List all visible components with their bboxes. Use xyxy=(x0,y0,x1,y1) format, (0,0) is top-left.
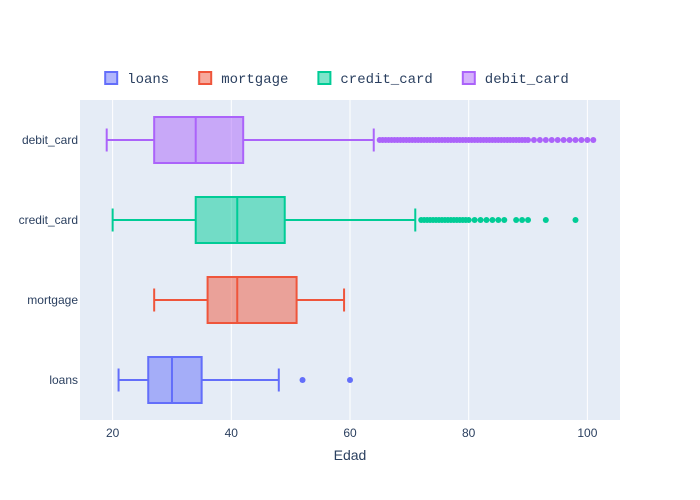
legend-swatch xyxy=(461,71,476,85)
outlier-point xyxy=(590,137,597,143)
x-tick-label: 60 xyxy=(343,426,357,440)
y-axis-ticks: loans mortgage credit_card debit_card xyxy=(19,133,79,387)
legend-item-mortgage[interactable]: mortgage xyxy=(198,71,288,88)
outlier-point xyxy=(501,217,508,223)
outlier-point xyxy=(513,217,520,223)
legend[interactable]: loans mortgage credit_card debit_card xyxy=(104,71,569,88)
box-loans[interactable] xyxy=(117,356,353,404)
outlier-point xyxy=(489,217,496,223)
outlier-point xyxy=(530,137,537,143)
legend-label: mortgage xyxy=(221,72,288,88)
outlier-point xyxy=(465,217,472,223)
x-axis-title: Edad xyxy=(334,447,367,463)
x-axis-ticks: 20 40 60 80 100 xyxy=(106,426,598,440)
outlier-point xyxy=(477,217,484,223)
boxes xyxy=(105,116,597,404)
outlier-point xyxy=(542,137,549,143)
y-tick-label: mortgage xyxy=(27,293,78,307)
outlier-point xyxy=(554,137,561,143)
legend-swatch xyxy=(198,71,213,85)
x-tick-label: 100 xyxy=(577,426,597,440)
outlier-point xyxy=(299,377,306,383)
legend-item-debit_card[interactable]: debit_card xyxy=(461,71,569,88)
outlier-point xyxy=(560,137,567,143)
outlier-point xyxy=(584,137,591,143)
outlier-point xyxy=(578,137,585,143)
outlier-point xyxy=(483,217,490,223)
outlier-point xyxy=(525,137,532,143)
box-debit_card[interactable] xyxy=(105,116,597,164)
y-tick-label: credit_card xyxy=(19,213,78,227)
legend-label: debit_card xyxy=(485,72,569,88)
x-tick-label: 20 xyxy=(106,426,120,440)
outlier-point xyxy=(566,137,573,143)
box-mortgage[interactable] xyxy=(153,276,346,324)
legend-label: credit_card xyxy=(340,72,432,88)
outlier-point xyxy=(572,137,579,143)
legend-item-loans[interactable]: loans xyxy=(104,71,169,88)
legend-swatch xyxy=(317,71,332,85)
y-tick-label: loans xyxy=(49,373,78,387)
outlier-point xyxy=(548,137,555,143)
iqr-box xyxy=(147,356,203,404)
x-tick-label: 40 xyxy=(225,426,239,440)
outlier-point xyxy=(519,217,526,223)
iqr-box xyxy=(206,276,298,324)
outlier-point xyxy=(347,377,353,383)
outlier-point xyxy=(542,217,549,223)
legend-item-credit_card[interactable]: credit_card xyxy=(317,71,433,88)
box-credit_card[interactable] xyxy=(111,196,579,244)
outlier-point xyxy=(471,217,478,223)
outlier-point xyxy=(572,217,579,223)
outlier-point xyxy=(525,217,532,223)
iqr-box xyxy=(194,196,286,244)
y-tick-label: debit_card xyxy=(22,133,78,147)
iqr-box xyxy=(153,116,245,164)
legend-swatch xyxy=(104,71,119,85)
x-tick-label: 80 xyxy=(462,426,476,440)
legend-label: loans xyxy=(127,72,169,88)
outlier-point xyxy=(495,217,502,223)
outlier-point xyxy=(536,137,543,143)
